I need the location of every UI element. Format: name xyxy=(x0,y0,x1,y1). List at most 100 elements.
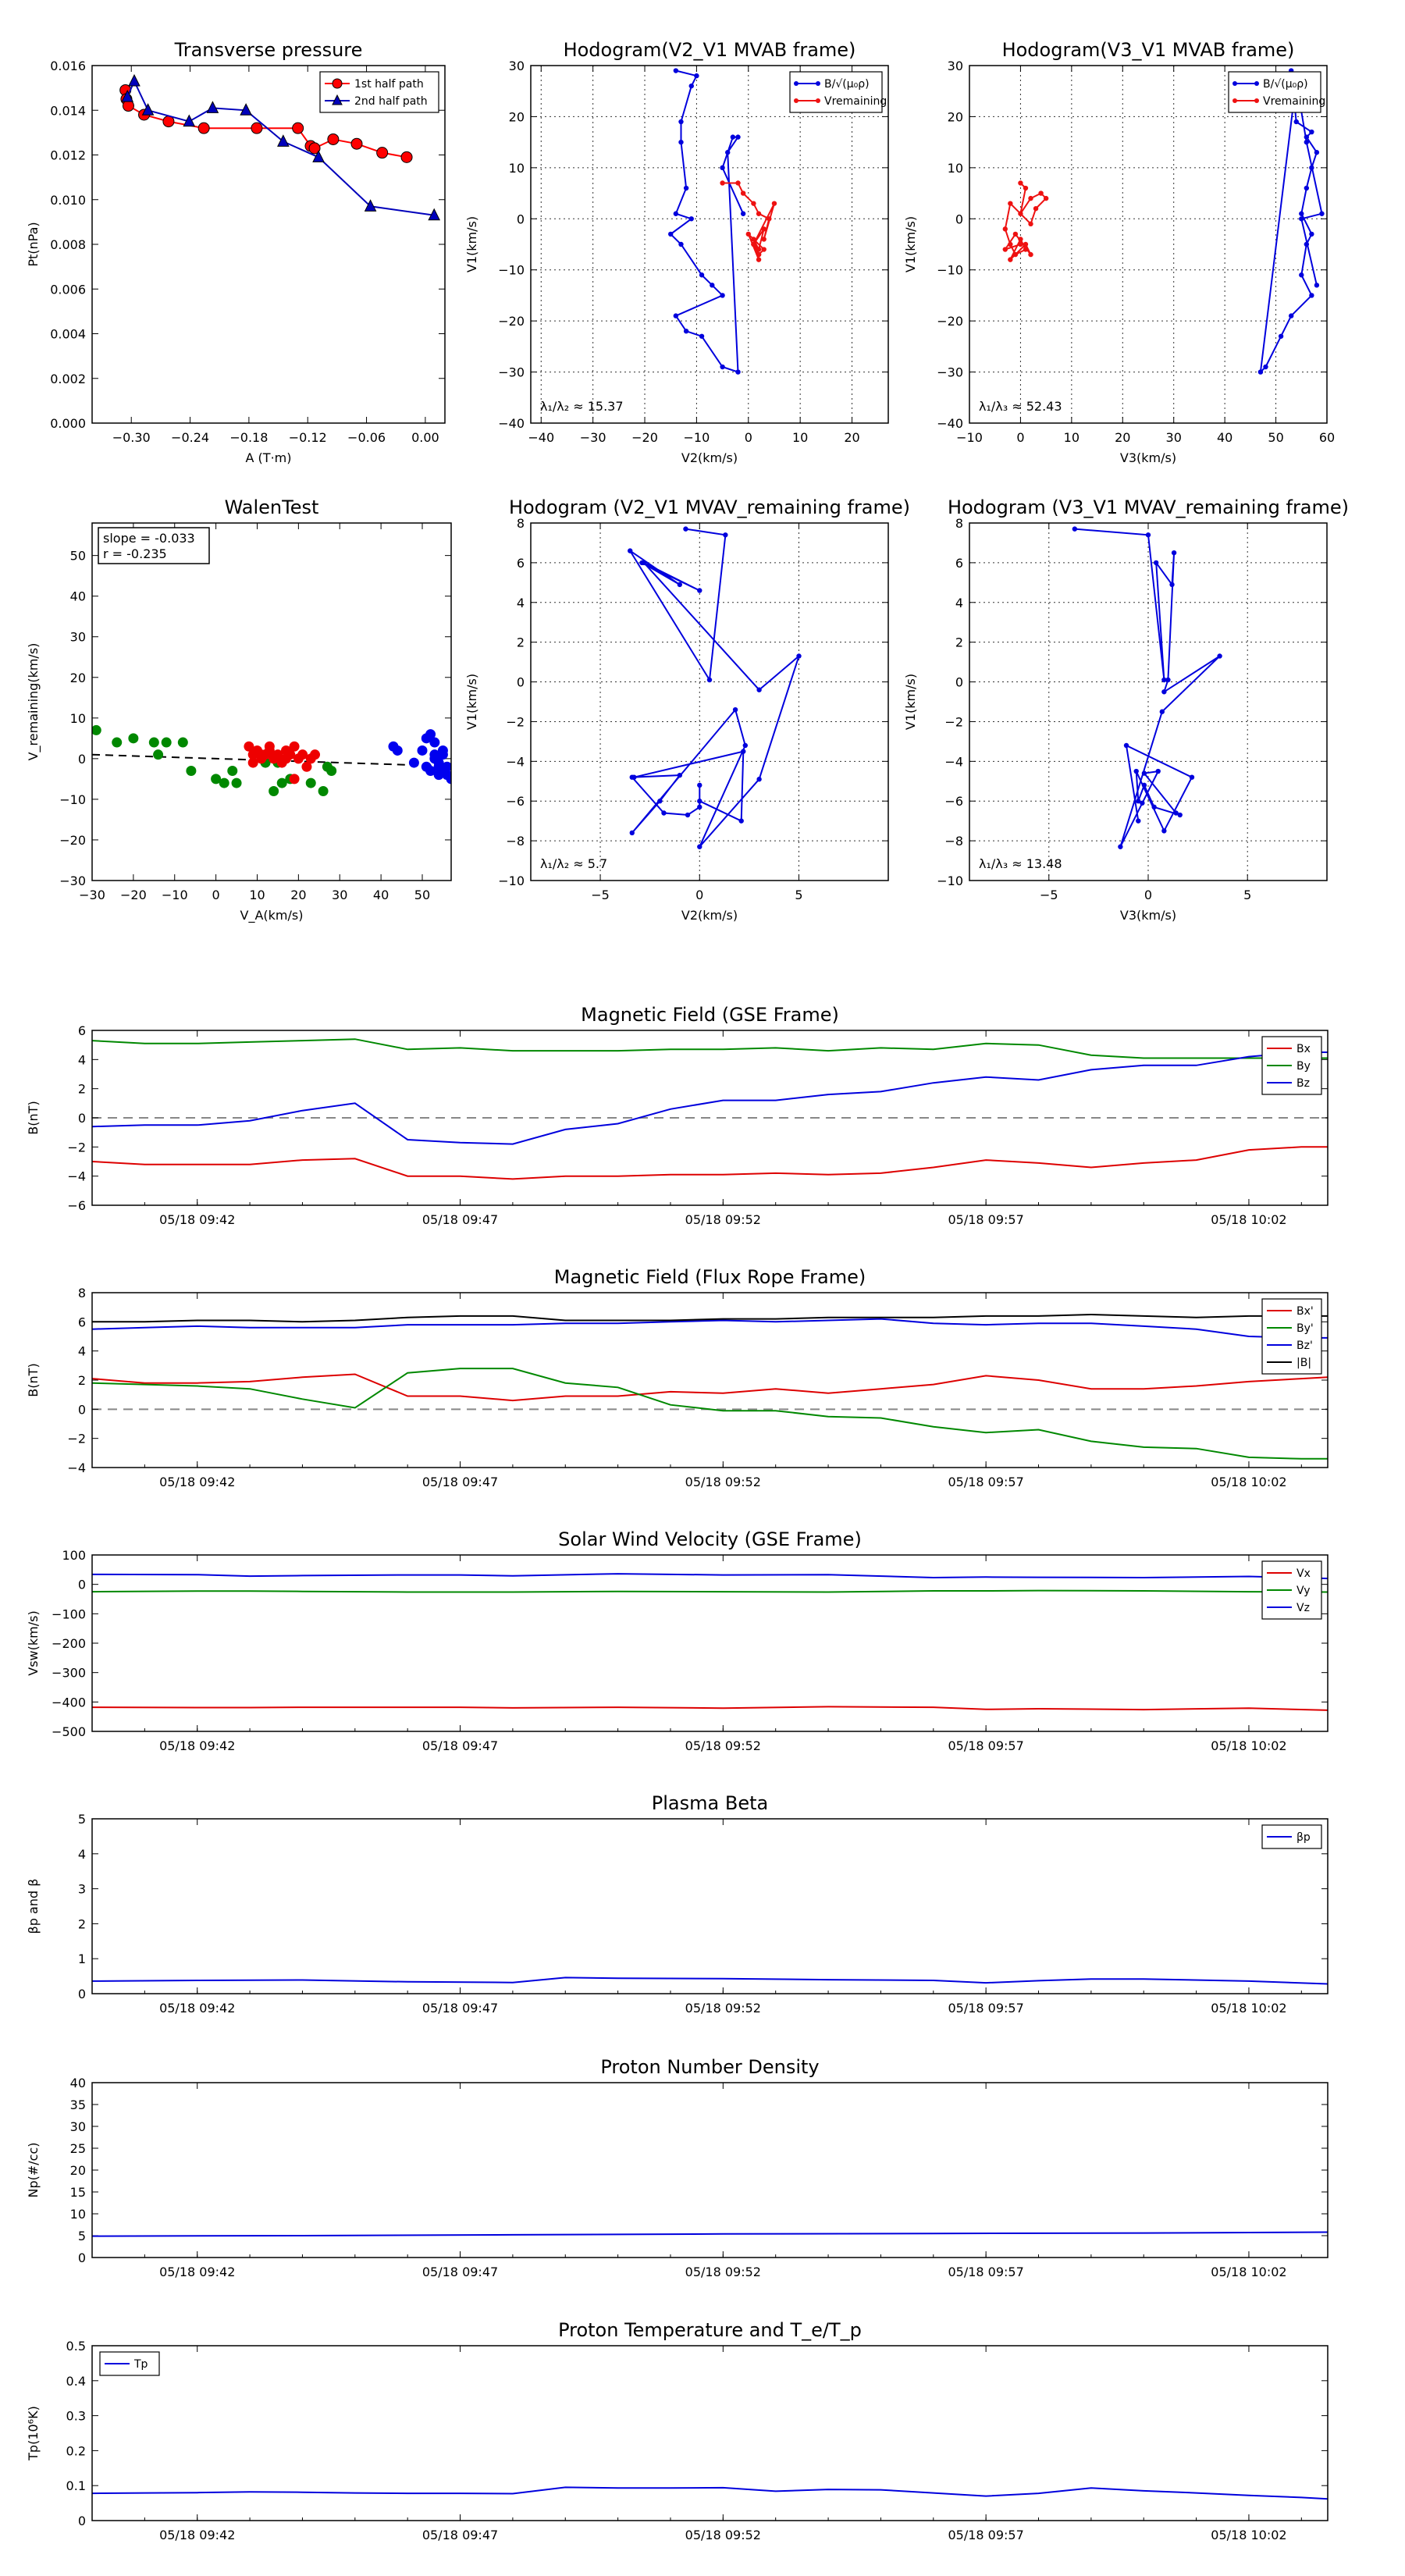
scatter-point xyxy=(153,749,164,760)
data-point xyxy=(1002,247,1008,252)
y-tick-label: 0 xyxy=(955,212,963,226)
data-point xyxy=(292,122,304,134)
data-point xyxy=(745,231,751,237)
data-point xyxy=(720,165,725,171)
data-point xyxy=(697,588,702,593)
data-point xyxy=(1028,195,1033,201)
series-line-Bz' xyxy=(92,1318,1328,1339)
y-tick-label: −8 xyxy=(944,834,963,849)
legend-marker xyxy=(1254,98,1259,103)
x-tick-label: 05/18 09:57 xyxy=(948,2528,1023,2542)
series-line-By xyxy=(92,1038,1328,1059)
data-point xyxy=(756,777,762,782)
data-point xyxy=(312,150,325,162)
data-point xyxy=(1136,799,1141,804)
data-point xyxy=(240,103,252,116)
chart-tp: Proton Temperature and T_e/T_p 05/18 09:4… xyxy=(26,2319,1329,2542)
data-point xyxy=(678,139,684,145)
legend-box xyxy=(789,71,883,113)
data-point xyxy=(740,190,746,196)
annotation: λ₁/λ₂ ≈ 15.37 xyxy=(540,399,624,414)
chart-b_fr: Magnetic Field (Flux Rope Frame) 05/18 09… xyxy=(26,1266,1329,1489)
series-line-βp xyxy=(92,1976,1328,1985)
x-tick-label: 05/18 09:47 xyxy=(422,2265,498,2279)
x-tick-label: −30 xyxy=(79,888,105,902)
scatter-point xyxy=(161,737,172,748)
annotation: λ₁/λ₃ ≈ 13.48 xyxy=(979,856,1062,871)
y-tick-label: −40 xyxy=(498,416,525,431)
y-tick-label: 6 xyxy=(517,556,525,571)
data-point xyxy=(735,180,741,186)
data-point xyxy=(1278,333,1284,339)
chart-title: Transverse pressure xyxy=(174,39,363,61)
data-point xyxy=(796,653,802,659)
data-point xyxy=(699,333,705,339)
x-tick-label: 05/18 09:42 xyxy=(159,1212,235,1227)
x-tick-label: −30 xyxy=(580,430,606,445)
x-tick-label: 0 xyxy=(1016,430,1024,445)
chart-walen: WalenTest −30 −20 −10 0 10 20 30 40 50 −30 −20 −10 0 1… xyxy=(26,496,452,923)
data-point xyxy=(400,151,413,163)
annotation: λ₁/λ₃ ≈ 52.43 xyxy=(979,399,1062,414)
data-point xyxy=(1151,804,1157,810)
x-tick-label: 05/18 09:52 xyxy=(685,1475,761,1489)
annotation: λ₁/λ₂ ≈ 5.7 xyxy=(540,856,607,871)
plot-area xyxy=(628,526,802,849)
plot-area xyxy=(668,68,777,375)
x-axis-label: V2(km/s) xyxy=(681,450,738,465)
x-tick-label: −0.06 xyxy=(347,430,386,445)
chart-title: Plasma Beta xyxy=(652,1792,768,1814)
chart-hodo_v3v1_mvab: Hodogram(V3_V1 MVAB frame) −10 0 10 20 30 40 50… xyxy=(903,39,1335,465)
x-tick-label: 05/18 09:42 xyxy=(159,2265,235,2279)
chart-title: Magnetic Field (GSE Frame) xyxy=(581,1004,839,1026)
data-point xyxy=(710,283,715,288)
y-tick-label: 4 xyxy=(78,1847,86,1862)
x-tick-label: 05/18 10:02 xyxy=(1211,2265,1286,2279)
series-line-Bx xyxy=(92,1146,1328,1180)
plot-area xyxy=(1072,526,1222,849)
data-point xyxy=(1002,226,1008,232)
annotation-box xyxy=(98,527,210,564)
series-line-0 xyxy=(629,528,801,848)
data-point xyxy=(685,812,691,818)
data-point xyxy=(730,134,736,140)
data-point xyxy=(1033,206,1039,212)
y-tick-label: 5 xyxy=(78,1812,86,1827)
y-tick-label: −100 xyxy=(52,1606,86,1621)
y-tick-label: 0.014 xyxy=(50,103,86,118)
data-point xyxy=(1314,150,1320,155)
legend-label: B/√(μ₀ρ) xyxy=(1263,78,1308,91)
annotation-line: r = -0.235 xyxy=(103,546,167,561)
y-axis-label: V1(km/s) xyxy=(903,674,918,730)
legend-box xyxy=(319,71,439,113)
y-tick-label: 0 xyxy=(517,212,525,226)
data-point xyxy=(694,73,699,79)
y-tick-label: 2 xyxy=(78,1916,86,1931)
scatter-point xyxy=(301,761,312,772)
y-tick-label: 100 xyxy=(62,1548,86,1563)
x-axis-label: A (T·m) xyxy=(246,450,292,465)
data-point xyxy=(1299,216,1304,222)
data-point xyxy=(771,201,777,206)
y-tick-label: −6 xyxy=(506,794,525,809)
data-point xyxy=(756,251,762,258)
x-tick-label: 05/18 09:42 xyxy=(159,2001,235,2016)
y-tick-label: 5 xyxy=(78,2229,86,2243)
data-point xyxy=(122,100,134,112)
y-axis-label: βp and β xyxy=(26,1879,41,1934)
y-tick-label: 0.5 xyxy=(66,2339,86,2354)
y-tick-label: 0 xyxy=(78,2514,86,2528)
y-tick-label: 8 xyxy=(955,516,963,531)
series-line-0 xyxy=(92,2231,1328,2237)
data-point xyxy=(1072,526,1078,532)
legend-label: 2nd half path xyxy=(354,95,428,108)
y-tick-label: 2 xyxy=(78,1373,86,1388)
data-point xyxy=(1141,770,1147,776)
data-point xyxy=(661,810,667,816)
y-axis-label: Pt(nPa) xyxy=(26,222,41,266)
data-point xyxy=(1217,653,1222,659)
scatter-point xyxy=(425,729,436,740)
data-point xyxy=(1314,283,1320,288)
scatter-point xyxy=(177,737,188,748)
